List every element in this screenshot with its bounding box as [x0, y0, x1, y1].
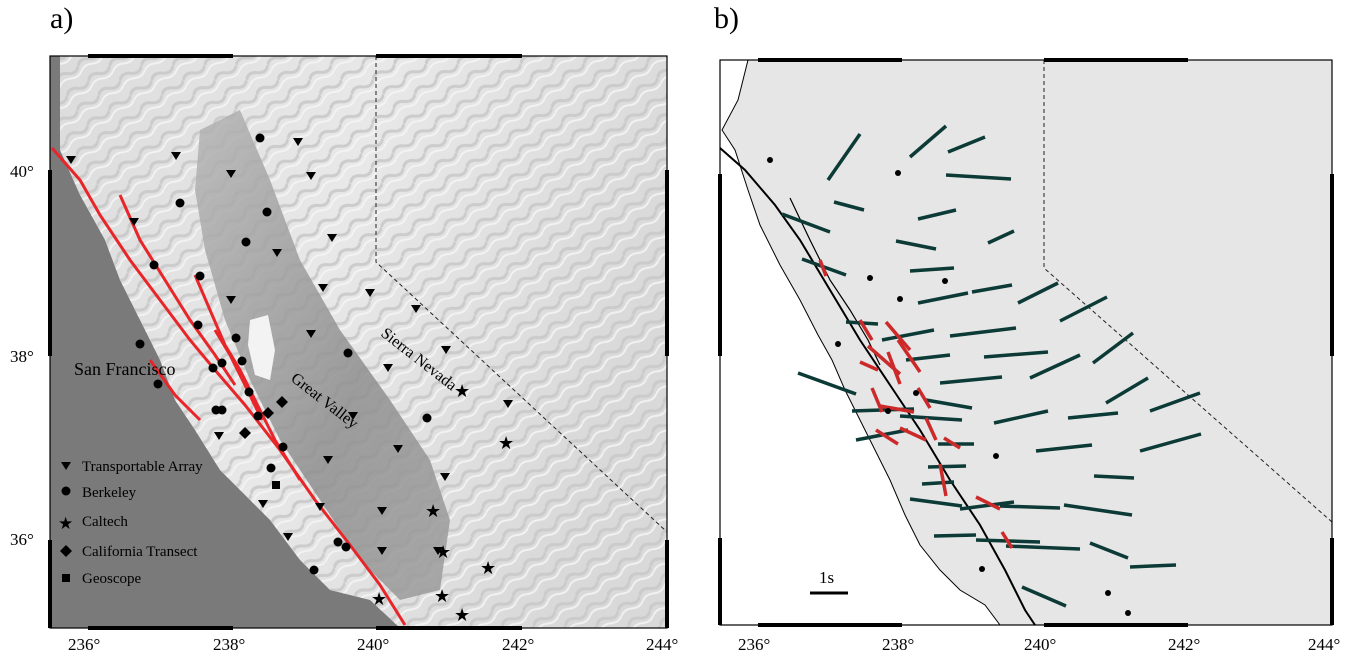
legend-star-icon: ★ — [58, 514, 73, 533]
legend-triangle-icon — [61, 462, 71, 470]
panel-a-label: a) — [50, 2, 74, 35]
legend-berkeley: Berkeley — [82, 485, 137, 501]
svg-text:★: ★ — [454, 605, 470, 625]
legend-circle-icon — [61, 486, 71, 496]
a-ytick-36: 36° — [10, 530, 34, 549]
svg-text:★: ★ — [498, 433, 514, 453]
svg-text:★: ★ — [435, 542, 451, 562]
legend-caltech: Caltech — [82, 514, 128, 530]
state-border — [375, 56, 668, 533]
svg-text:★: ★ — [434, 586, 450, 606]
a-ytick-40: 40° — [10, 162, 34, 181]
a-xtick-236: 236° — [68, 635, 100, 654]
a-xtick-238: 238° — [213, 635, 245, 654]
svg-text:★: ★ — [454, 381, 470, 401]
stations: ★★★ ★★★ ★★ — [66, 133, 514, 625]
delta-patch — [248, 315, 275, 380]
a-xtick-240: 240° — [357, 635, 389, 654]
a-ytick-38: 38° — [10, 347, 34, 366]
a-xtick-242: 242° — [502, 635, 534, 654]
caltech-stations: ★★★ ★★★ ★★ — [371, 381, 514, 625]
legend: Transportable Array Berkeley ★ Caltech C… — [58, 459, 203, 587]
transportable-array-stations — [66, 138, 513, 555]
geoscope-station — [272, 481, 280, 489]
panel-b-label: b) — [714, 2, 739, 35]
legend-geoscope: Geoscope — [82, 571, 141, 587]
california-transect-stations — [239, 396, 288, 439]
legend-transportable-array: Transportable Array — [82, 459, 203, 475]
svg-text:★: ★ — [425, 501, 441, 521]
great-valley-shade — [195, 110, 450, 600]
legend-california-transect: California Transect — [82, 544, 198, 560]
svg-text:★: ★ — [371, 589, 387, 609]
legend-square-icon — [62, 574, 70, 582]
a-xtick-244: 244° — [646, 635, 678, 654]
legend-diamond-icon — [60, 545, 72, 557]
svg-text:★: ★ — [480, 558, 496, 578]
panel-a-frame-ticks — [48, 54, 669, 630]
berkeley-stations — [135, 133, 432, 575]
label-san-francisco: San Francisco — [74, 359, 175, 379]
